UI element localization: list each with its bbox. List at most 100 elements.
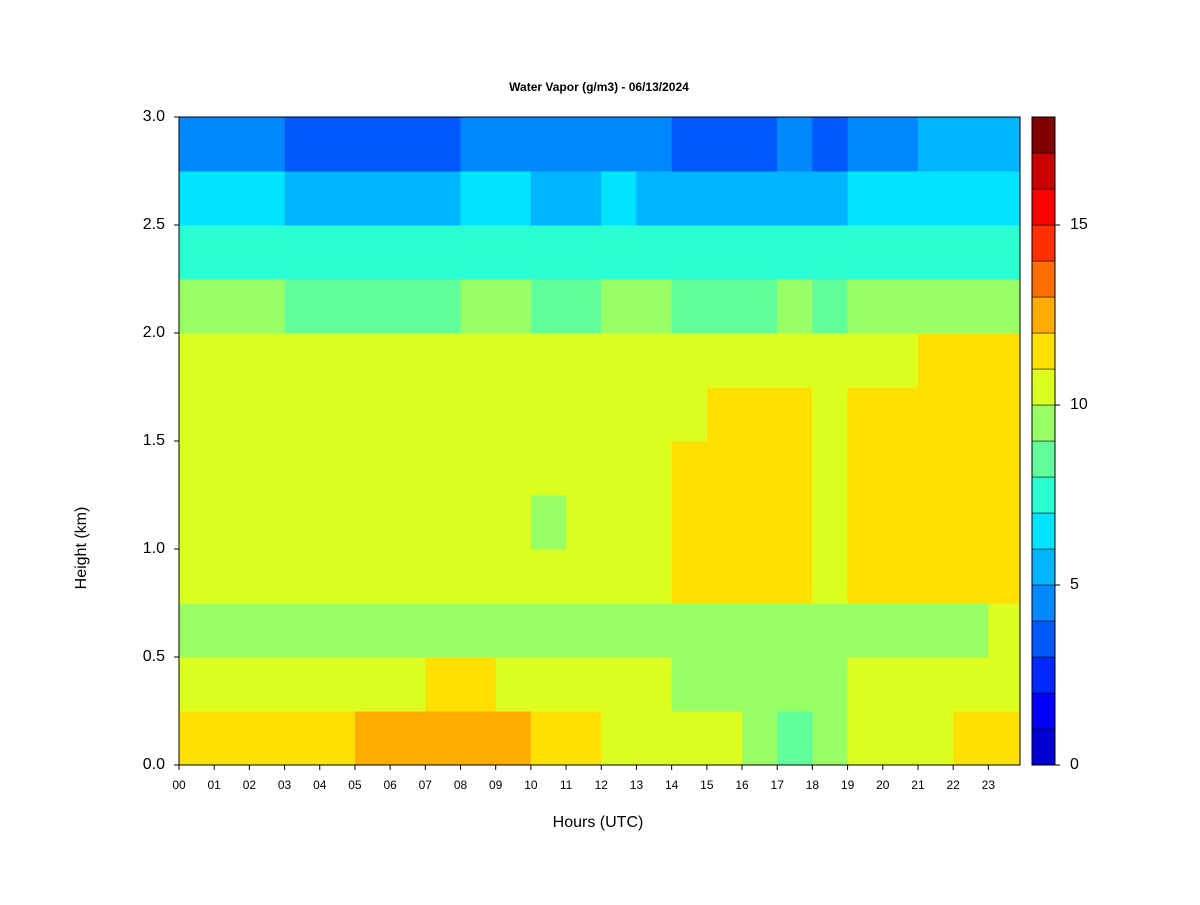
- heatmap-cell: [742, 603, 778, 658]
- heatmap-cell: [742, 387, 778, 442]
- y-tick-label: 1.0: [143, 540, 165, 557]
- colorbar-tick-label: 15: [1070, 216, 1088, 233]
- heatmap-cell: [812, 549, 849, 604]
- heatmap-cell: [847, 387, 884, 442]
- heatmap-cell: [742, 495, 778, 550]
- heatmap-cell: [777, 279, 813, 334]
- heatmap-cell: [214, 225, 250, 280]
- x-tick-label: 11: [560, 778, 573, 792]
- heatmap-cell: [636, 603, 673, 658]
- heatmap-cell: [390, 549, 426, 604]
- heatmap-cell: [812, 711, 849, 766]
- heatmap-cell: [214, 333, 250, 388]
- heatmap-cell: [636, 279, 673, 334]
- heatmap-cell: [953, 441, 989, 496]
- heatmap-cell: [671, 387, 708, 442]
- x-tick-label: 12: [595, 778, 609, 792]
- heatmap-cell: [495, 171, 532, 226]
- heatmap-cell: [777, 711, 813, 766]
- heatmap-cell: [214, 441, 250, 496]
- heatmap-cell: [777, 225, 813, 280]
- heatmap-cell: [460, 711, 497, 766]
- heatmap-cell: [636, 657, 673, 712]
- heatmap-cell: [179, 117, 215, 172]
- heatmap-cell: [390, 441, 426, 496]
- colorbar-box: [1031, 656, 1056, 694]
- heatmap-cell: [566, 441, 602, 496]
- heatmap-cell: [249, 333, 286, 388]
- heatmap-cell: [530, 711, 567, 766]
- heatmap-cell: [530, 603, 567, 658]
- heatmap-cell: [706, 495, 743, 550]
- heatmap-cell: [671, 333, 708, 388]
- heatmap-cell: [495, 333, 532, 388]
- heatmap-cell: [390, 495, 426, 550]
- heatmap-cell: [214, 117, 250, 172]
- heatmap-cell: [179, 225, 215, 280]
- heatmap-cell: [812, 171, 849, 226]
- heatmap-cell: [214, 549, 250, 604]
- heatmap-cell: [354, 495, 391, 550]
- heatmap-cell: [319, 603, 356, 658]
- heatmap-cell: [847, 117, 884, 172]
- heatmap-cell: [249, 279, 286, 334]
- heatmap-cell: [671, 279, 708, 334]
- heatmap-cell: [636, 441, 673, 496]
- heatmap-cell: [354, 225, 391, 280]
- y-tick-label: 2.5: [143, 216, 165, 233]
- colorbar-box: [1031, 260, 1056, 298]
- heatmap-cell: [812, 333, 849, 388]
- heatmap-cell: [566, 117, 602, 172]
- heatmap-cell: [284, 279, 321, 334]
- heatmap-cell: [425, 387, 462, 442]
- heatmap-cell: [530, 495, 567, 550]
- heatmap-cell: [214, 387, 250, 442]
- heatmap-cell: [566, 657, 602, 712]
- heatmap-cell: [601, 603, 637, 658]
- x-tick-label: 14: [665, 778, 679, 792]
- heatmap-cell: [460, 495, 497, 550]
- heatmap-cell: [953, 279, 989, 334]
- x-tick-label: 02: [243, 778, 257, 792]
- heatmap-cell: [284, 333, 321, 388]
- heatmap-cell: [706, 603, 743, 658]
- heatmap-cell: [882, 117, 919, 172]
- heatmap-cell: [566, 333, 602, 388]
- heatmap-cell: [284, 387, 321, 442]
- heatmap-cell: [566, 549, 602, 604]
- heatmap-cell: [179, 279, 215, 334]
- heatmap-cell: [601, 711, 637, 766]
- heatmap-cell: [953, 387, 989, 442]
- heatmap-cell: [214, 657, 250, 712]
- y-tick-label: 2.0: [143, 324, 165, 341]
- heatmap-cell: [636, 225, 673, 280]
- colorbar-box: [1031, 224, 1056, 262]
- heatmap-cell: [953, 117, 989, 172]
- heatmap-cell: [706, 333, 743, 388]
- colorbar-box: [1031, 332, 1056, 370]
- heatmap-cell: [530, 279, 567, 334]
- heatmap-cell: [495, 603, 532, 658]
- heatmap-cell: [988, 549, 1021, 604]
- heatmap-cell: [566, 603, 602, 658]
- heatmap-cell: [179, 441, 215, 496]
- heatmap-cell: [636, 711, 673, 766]
- heatmap-cell: [988, 495, 1021, 550]
- heatmap-cell: [179, 171, 215, 226]
- heatmap-cell: [847, 279, 884, 334]
- heatmap-cell: [530, 657, 567, 712]
- heatmap-cell: [953, 603, 989, 658]
- heatmap-cell: [742, 333, 778, 388]
- heatmap-cell: [425, 225, 462, 280]
- heatmap-cell: [742, 441, 778, 496]
- heatmap-cell: [319, 549, 356, 604]
- heatmap-cell: [953, 657, 989, 712]
- colorbar-tick-label: 0: [1070, 756, 1079, 773]
- heatmap-cell: [847, 333, 884, 388]
- heatmap-cell: [882, 603, 919, 658]
- heatmap-cell: [636, 333, 673, 388]
- heatmap-cell: [319, 333, 356, 388]
- chart-title: Water Vapor (g/m3) - 06/13/2024: [509, 80, 689, 94]
- heatmap-cell: [530, 387, 567, 442]
